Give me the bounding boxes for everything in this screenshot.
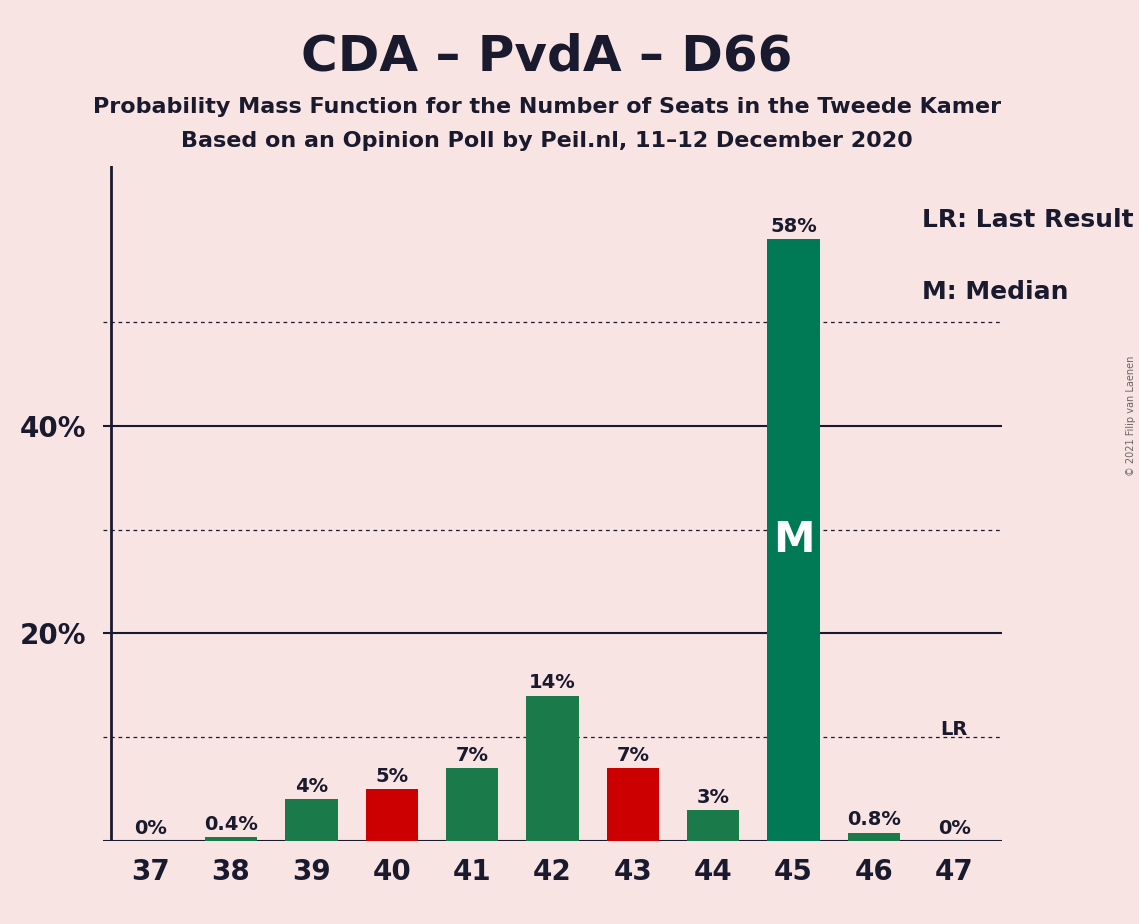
- Text: 4%: 4%: [295, 777, 328, 796]
- Text: Probability Mass Function for the Number of Seats in the Tweede Kamer: Probability Mass Function for the Number…: [92, 97, 1001, 117]
- Text: M: Median: M: Median: [921, 281, 1068, 305]
- Bar: [687, 809, 739, 841]
- Text: 5%: 5%: [375, 767, 408, 785]
- Text: © 2021 Filip van Laenen: © 2021 Filip van Laenen: [1126, 356, 1136, 476]
- Text: LR: LR: [941, 720, 968, 739]
- Text: 0%: 0%: [134, 819, 167, 838]
- Bar: [847, 833, 900, 841]
- Text: 14%: 14%: [528, 674, 576, 692]
- Text: 3%: 3%: [697, 787, 730, 807]
- Bar: [768, 239, 820, 841]
- Bar: [526, 696, 579, 841]
- Text: LR: Last Result: LR: Last Result: [921, 208, 1133, 232]
- Bar: [607, 768, 658, 841]
- Text: CDA – PvdA – D66: CDA – PvdA – D66: [301, 32, 793, 80]
- Text: 0.8%: 0.8%: [846, 810, 901, 830]
- Text: 7%: 7%: [616, 746, 649, 765]
- Bar: [446, 768, 498, 841]
- Text: 0.4%: 0.4%: [204, 815, 259, 833]
- Bar: [205, 837, 257, 841]
- Text: 0%: 0%: [937, 819, 970, 838]
- Bar: [285, 799, 337, 841]
- Text: M: M: [772, 519, 814, 561]
- Text: 58%: 58%: [770, 217, 817, 236]
- Bar: [366, 789, 418, 841]
- Text: Based on an Opinion Poll by Peil.nl, 11–12 December 2020: Based on an Opinion Poll by Peil.nl, 11–…: [181, 131, 912, 152]
- Text: 7%: 7%: [456, 746, 489, 765]
